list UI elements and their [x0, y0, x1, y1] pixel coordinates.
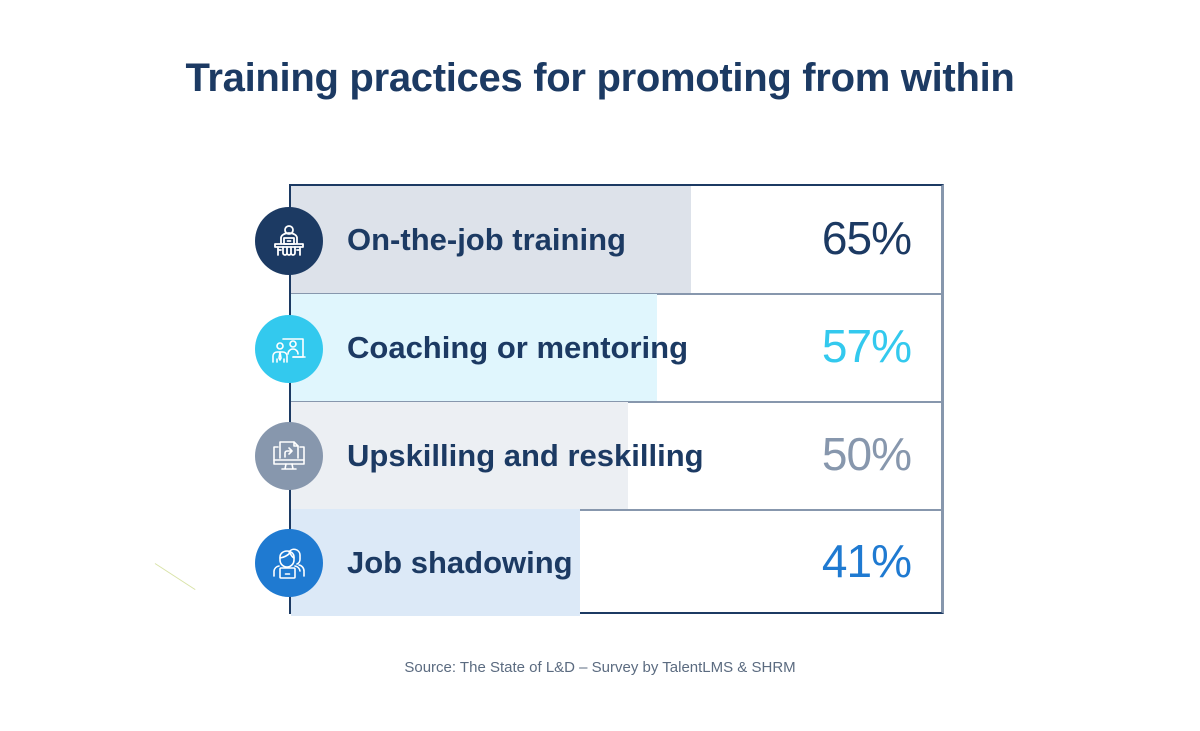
- bar-fill: [291, 509, 580, 616]
- bar-row-on-the-job-training: On-the-job training 65%: [291, 186, 941, 295]
- chart-box: On-the-job training 65% Coaching or ment…: [289, 184, 944, 616]
- decorative-line: [154, 563, 196, 591]
- icon-circle-job-shadowing: [255, 529, 323, 597]
- bar-value: 41%: [821, 534, 912, 587]
- bar-value: 50%: [821, 427, 912, 480]
- bar-label: On-the-job training: [347, 221, 626, 257]
- source-note: Source: The State of L&D – Survey by Tal…: [404, 659, 796, 676]
- bar-value: 57%: [821, 319, 912, 372]
- bar-value: 65%: [821, 211, 912, 264]
- two-people-laptop-icon: [273, 548, 305, 579]
- icon-circle-coaching: [255, 315, 323, 383]
- desk-worker-icon: [274, 225, 304, 256]
- bar-fill: [291, 294, 657, 401]
- bar-row-upskilling-and-reskilling: Upskilling and reskilling 50%: [291, 402, 941, 511]
- row-divider: [291, 509, 941, 511]
- icon-circle-on-the-job: [255, 207, 323, 275]
- chart-title: Training practices for promoting from wi…: [185, 56, 1015, 100]
- bar-label: Upskilling and reskilling: [347, 437, 704, 473]
- monitor-document-upload-icon: [273, 441, 305, 470]
- icon-circle-upskilling: [255, 422, 323, 490]
- bar-label: Job shadowing: [347, 544, 573, 580]
- bar-label: Coaching or mentoring: [347, 329, 688, 365]
- bar-row-job-shadowing: Job shadowing 41%: [291, 509, 941, 616]
- bar-row-coaching-or-mentoring: Coaching or mentoring 57%: [291, 294, 941, 403]
- bar-fill: [291, 186, 691, 293]
- presentation-mentor-icon: [272, 338, 306, 363]
- bar-fill: [291, 402, 628, 509]
